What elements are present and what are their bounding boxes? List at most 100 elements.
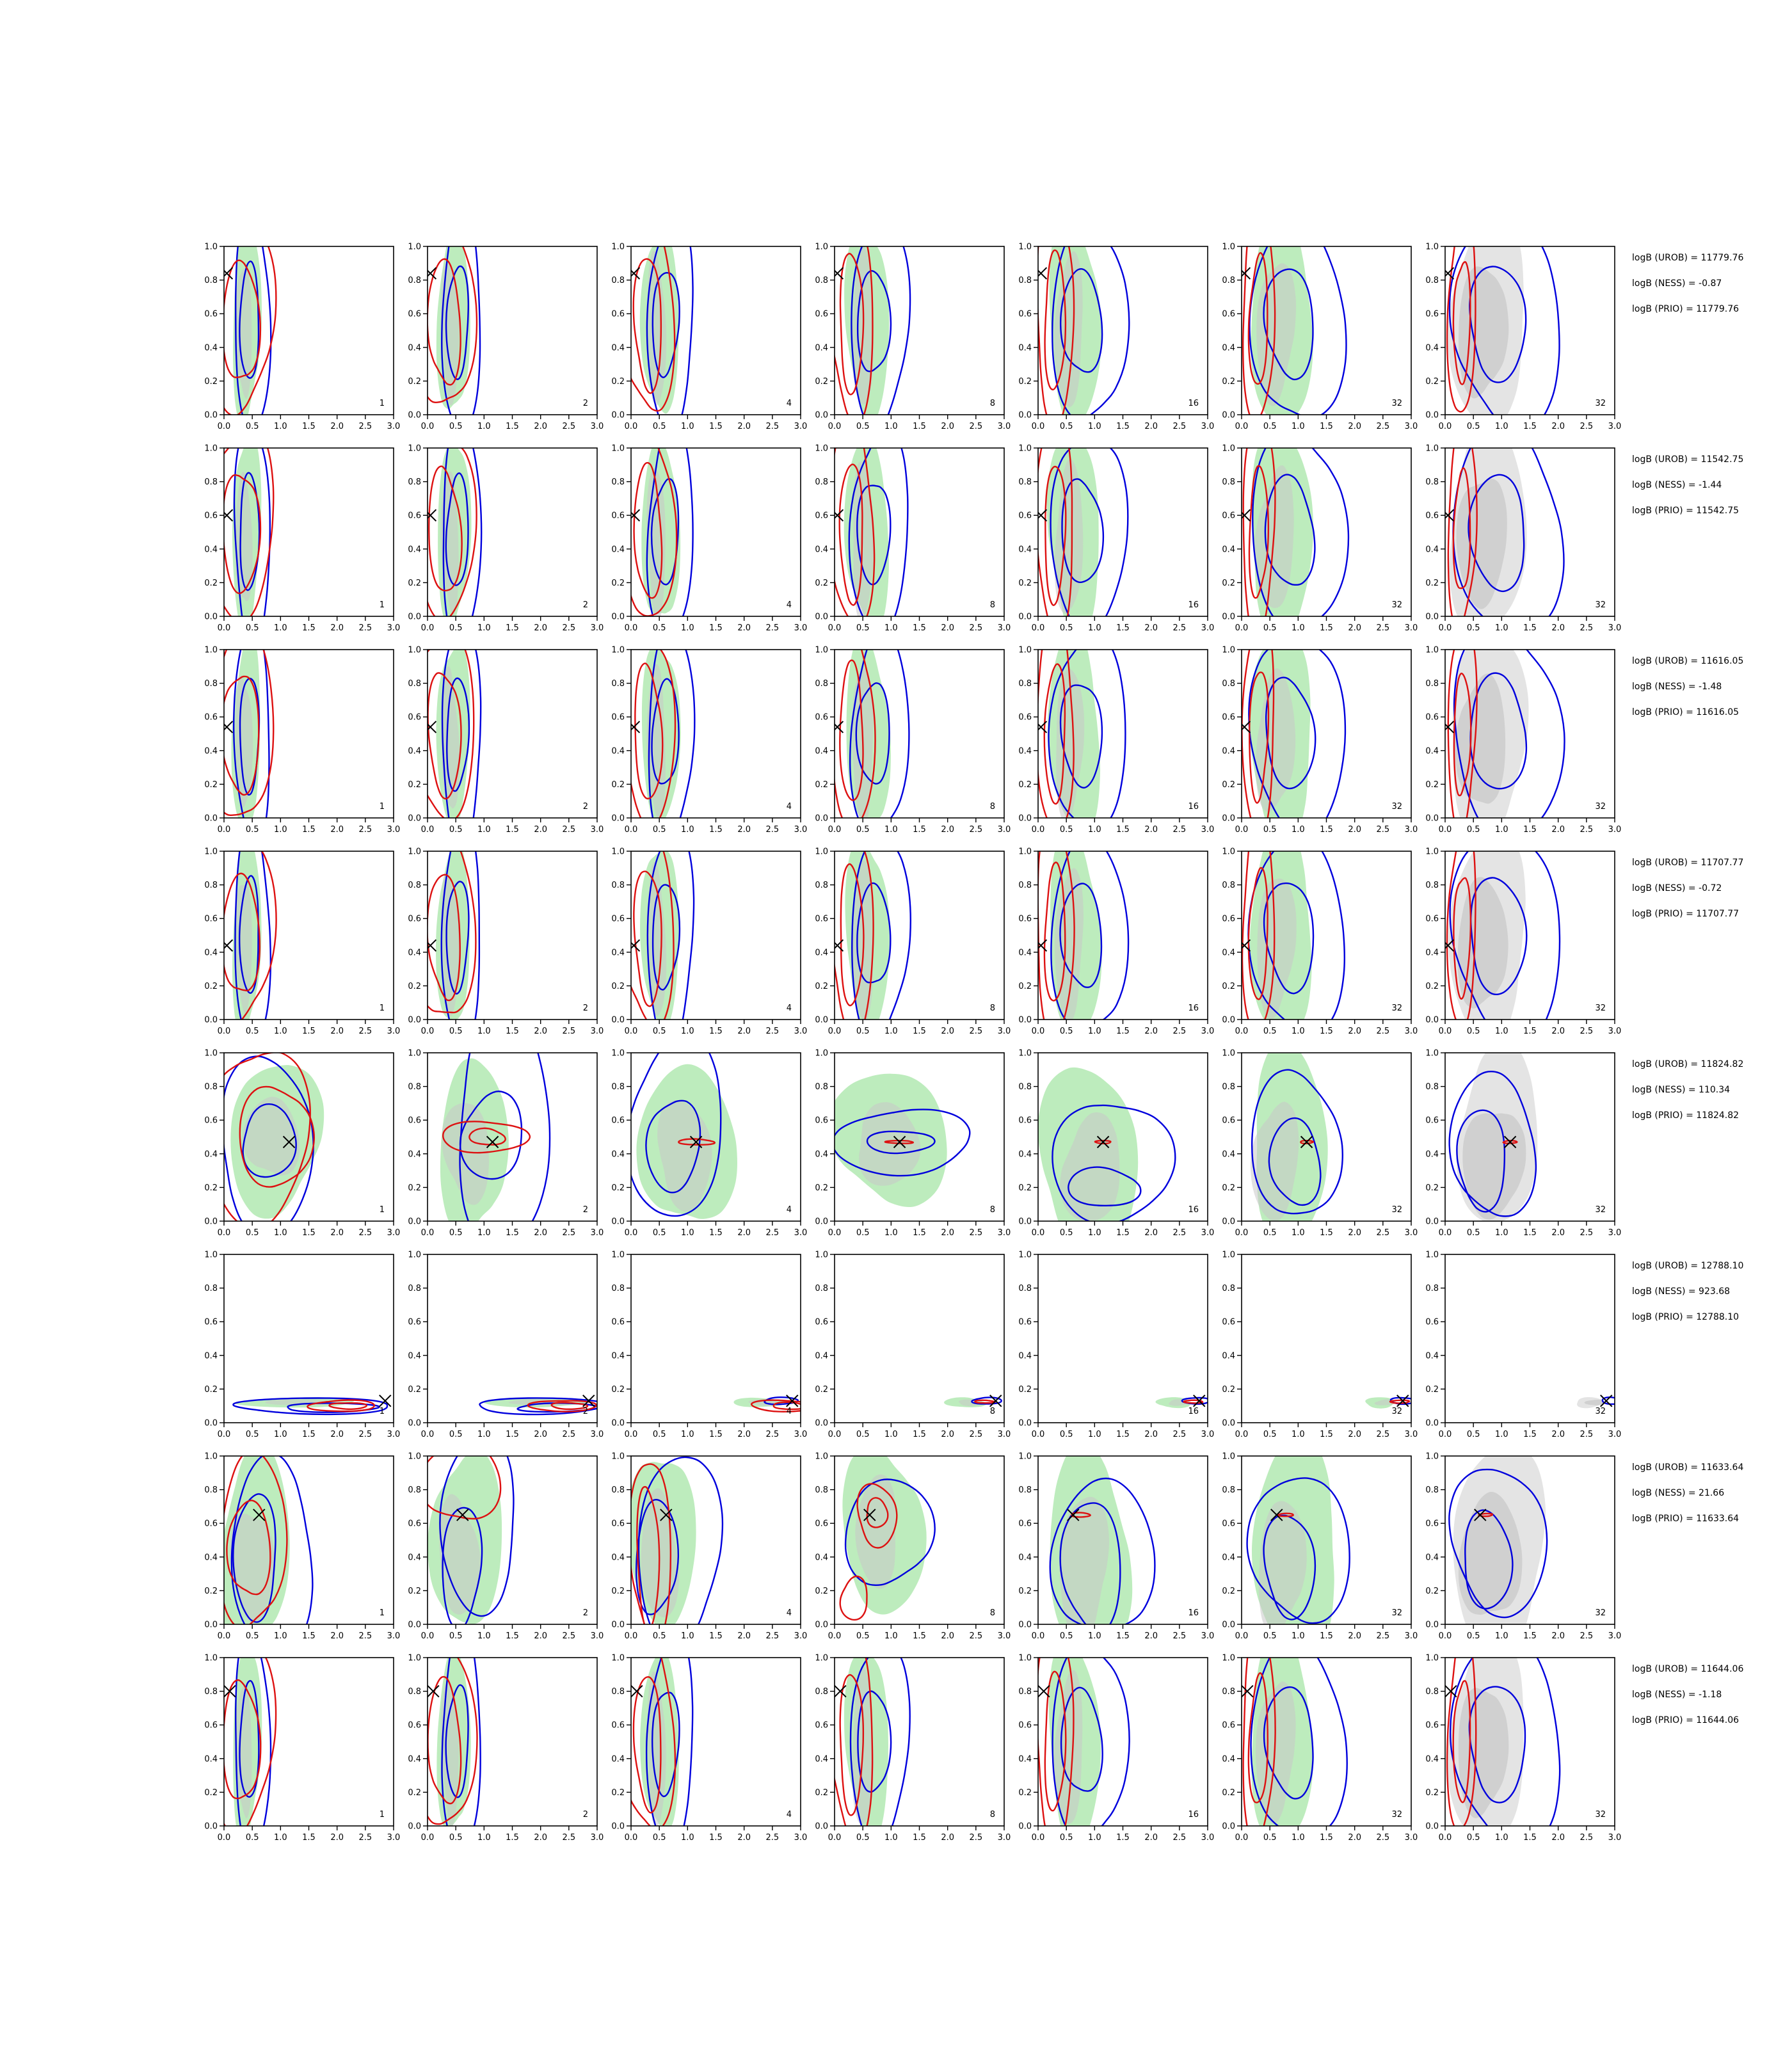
subplot-r6-c5: 0.0 0.5 1.0 1.5 2.0 2.5 3.0 0.0 0.2 0.4 0.6 0.8 1.0 1… — [1018, 1251, 1214, 1440]
y-tick-label: 0.6 — [1425, 1519, 1439, 1529]
density-fill-inner — [1250, 1101, 1299, 1221]
x-tick-label: 0.0 — [625, 1631, 638, 1641]
y-tick-label: 1.0 — [1018, 1251, 1032, 1260]
x-tick-label: 1.0 — [1088, 1430, 1101, 1439]
truth-marker — [631, 1684, 643, 1698]
x-tick-label: 1.0 — [1088, 1631, 1101, 1641]
panel-label: 32 — [1391, 1608, 1402, 1618]
logB-annotation: logB (PRIO) = 11707.77 — [1632, 909, 1739, 919]
panel-label: 32 — [1595, 1004, 1606, 1013]
x-tick-label: 0.5 — [449, 422, 463, 431]
x-tick-label: 0.5 — [653, 825, 666, 835]
x-tick-label: 2.5 — [562, 422, 575, 431]
y-tick-label: 0.0 — [408, 1217, 421, 1227]
y-tick-label: 0.0 — [815, 1419, 828, 1428]
y-tick-label: 0.8 — [1018, 1687, 1032, 1697]
y-tick-label: 0.6 — [408, 1721, 421, 1731]
y-tick-label: 0.4 — [408, 1754, 421, 1764]
truth-marker — [1445, 939, 1455, 952]
y-tick-label: 0.6 — [611, 915, 625, 924]
x-tick-label: 0.5 — [449, 1430, 463, 1439]
logB-annotations-row-1: logB (UROB) = 11779.76 logB (NESS) = -0.8… — [1632, 253, 1743, 314]
y-tick-label: 0.6 — [408, 511, 421, 521]
y-tick-label: 1.0 — [408, 1049, 421, 1059]
y-tick-label: 1.0 — [611, 243, 625, 252]
y-tick-label: 0.4 — [815, 1149, 828, 1159]
y-tick-label: 0.6 — [815, 915, 828, 924]
red-contour — [428, 874, 461, 1002]
y-tick-label: 0.6 — [611, 1318, 625, 1327]
contour-layers — [631, 1456, 724, 1624]
y-tick-label: 0.4 — [1018, 1754, 1032, 1764]
y-tick-label: 0.2 — [815, 982, 828, 991]
y-tick-label: 0.0 — [1018, 1620, 1032, 1630]
panel-label: 8 — [990, 1407, 995, 1416]
y-tick-label: 0.8 — [1425, 1687, 1439, 1697]
y-tick-label: 0.8 — [815, 1082, 828, 1092]
x-tick-label: 1.0 — [274, 422, 287, 431]
x-tick-label: 0.0 — [625, 1027, 638, 1036]
logB-annotation: logB (UROB) = 12788.10 — [1632, 1261, 1743, 1271]
x-tick-label: 0.0 — [625, 422, 638, 431]
y-tick-label: 0.2 — [815, 579, 828, 588]
x-tick-label: 3.0 — [591, 1027, 604, 1036]
x-tick-label: 2.5 — [562, 1228, 575, 1238]
red-contour — [634, 662, 664, 800]
red-contour — [550, 1402, 589, 1411]
subplot-r2-c2: 0.0 0.5 1.0 1.5 2.0 2.5 3.0 0.0 0.2 0.4 0.6 0.8 1.0 2 — [408, 444, 604, 634]
y-tick-label: 0.2 — [611, 780, 625, 790]
x-tick-label: 0.5 — [1263, 422, 1277, 431]
x-tick-label: 0.0 — [625, 1228, 638, 1238]
y-tick-label: 0.4 — [204, 1553, 218, 1562]
red-contour — [835, 246, 874, 415]
y-tick-label: 0.0 — [1222, 1217, 1235, 1227]
blue-contour — [1263, 882, 1315, 995]
x-tick-label: 1.0 — [1088, 1228, 1101, 1238]
red-contour — [839, 253, 865, 396]
panel-label: 8 — [990, 802, 995, 812]
contour-layers — [479, 1395, 597, 1416]
logB-annotation: logB (UROB) = 11633.64 — [1632, 1462, 1743, 1473]
x-tick-label: 2.5 — [1376, 623, 1389, 633]
blue-contour — [1048, 650, 1126, 818]
panel-label: 1 — [380, 1205, 385, 1215]
y-tick-label: 0.2 — [815, 377, 828, 387]
y-tick-label: 1.0 — [611, 1251, 625, 1260]
y-tick-label: 1.0 — [204, 1251, 218, 1260]
x-tick-label: 2.0 — [1551, 1631, 1565, 1641]
panel-label: 2 — [583, 1810, 588, 1820]
x-tick-label: 1.0 — [1088, 1027, 1101, 1036]
y-tick-label: 0.8 — [611, 276, 625, 285]
blue-contour — [232, 1397, 388, 1416]
x-tick-label: 1.5 — [1116, 1430, 1130, 1439]
y-tick-label: 0.8 — [1222, 881, 1235, 890]
blue-contour — [442, 448, 483, 616]
x-tick-label: 0.5 — [856, 1430, 870, 1439]
red-contour — [428, 1456, 502, 1520]
contour-layers — [1038, 851, 1130, 1020]
blue-contour — [1252, 448, 1350, 616]
blue-contour — [651, 1692, 680, 1798]
logB-annotation: logB (PRIO) = 11824.82 — [1632, 1110, 1739, 1121]
x-tick-label: 0.5 — [1060, 1430, 1073, 1439]
y-tick-label: 0.2 — [408, 1788, 421, 1798]
x-tick-label: 2.5 — [1376, 1430, 1389, 1439]
panel-label: 4 — [787, 802, 792, 812]
blue-contour — [1263, 1686, 1314, 1800]
blue-contour — [1469, 877, 1528, 995]
y-tick-label: 0.8 — [1018, 1485, 1032, 1495]
red-contour — [224, 448, 275, 616]
y-tick-label: 0.2 — [408, 1183, 421, 1193]
subplot-r2-c4: 0.0 0.5 1.0 1.5 2.0 2.5 3.0 0.0 0.2 0.4 0.6 0.8 1.0 8 — [815, 444, 1011, 634]
subplot-r1-c1: 0.0 0.5 1.0 1.5 2.0 2.5 3.0 0.0 0.2 0.4 0.6 0.8 1.0 1 — [204, 243, 400, 432]
red-contour — [1300, 1139, 1315, 1145]
red-contour — [838, 463, 863, 606]
x-tick-label: 1.0 — [681, 1430, 694, 1439]
contour-layers — [1038, 448, 1129, 616]
x-tick-label: 1.5 — [913, 623, 926, 633]
subplot-r3-c2: 0.0 0.5 1.0 1.5 2.0 2.5 3.0 0.0 0.2 0.4 0.6 0.8 1.0 2 — [408, 646, 604, 835]
x-tick-label: 2.0 — [534, 1430, 547, 1439]
x-tick-label: 0.0 — [625, 1430, 638, 1439]
y-tick-label: 0.2 — [408, 377, 421, 387]
logB-annotations-row-2: logB (UROB) = 11542.75 logB (NESS) = -1.4… — [1632, 454, 1743, 516]
